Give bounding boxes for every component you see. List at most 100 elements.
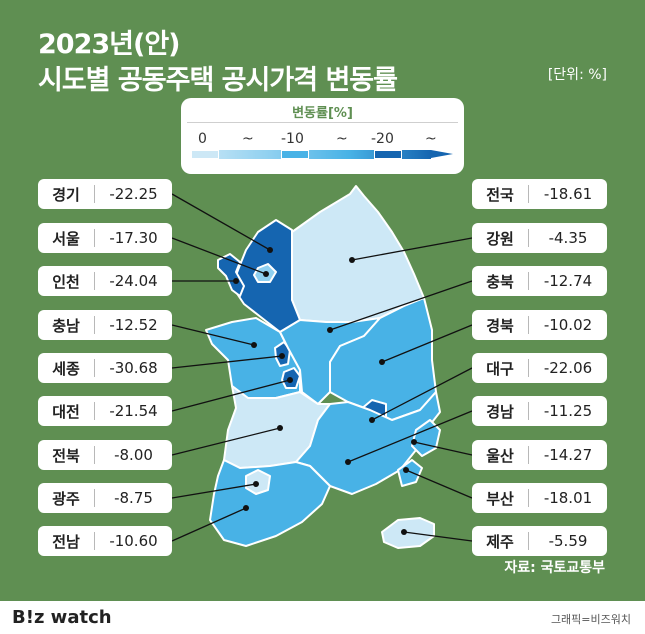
dot-jeonnam — [243, 505, 249, 511]
label-divider — [94, 489, 95, 507]
region-name: 경기 — [52, 185, 80, 204]
region-value: -24.04 — [109, 272, 158, 290]
region-name: 강원 — [486, 229, 514, 248]
region-value: -5.59 — [548, 532, 588, 550]
legend-tick-tilde-3: ~ — [425, 131, 437, 147]
dot-daegu — [369, 417, 375, 423]
legend-tick-tilde-1: ~ — [242, 131, 254, 147]
label-gyeonggi: 경기 -22.25 — [38, 179, 172, 209]
page-title: 시도별 공동주택 공시가격 변동률 — [38, 65, 398, 96]
dot-gyeonggi — [267, 247, 273, 253]
region-name: 충북 — [486, 272, 514, 291]
leader-gyeongbuk — [381, 324, 473, 363]
region-value: -14.27 — [543, 446, 593, 464]
label-daegu: 대구 -22.06 — [472, 353, 607, 383]
leader-gangwon — [351, 237, 473, 261]
dot-sejong — [279, 353, 285, 359]
label-gangwon: 강원 -4.35 — [472, 223, 607, 253]
label-divider — [528, 489, 529, 507]
dot-gyeongnam — [345, 459, 351, 465]
leader-jeju — [403, 531, 473, 542]
label-divider — [94, 402, 95, 420]
label-divider — [528, 359, 529, 377]
label-sejong: 세종 -30.68 — [38, 353, 172, 383]
footer-bar: B!z watch 그래픽=비즈워치 — [0, 601, 645, 634]
region-incheon — [217, 253, 245, 297]
dot-chungbuk — [327, 327, 333, 333]
region-name: 대구 — [486, 359, 514, 378]
legend-tick-0: 0 — [198, 131, 207, 147]
label-divider — [94, 316, 95, 334]
leader-sejong — [171, 355, 283, 369]
label-jeonbuk: 전북 -8.00 — [38, 440, 172, 470]
region-name: 광주 — [52, 489, 80, 508]
region-name: 전북 — [52, 446, 80, 465]
leader-gyeongnam — [347, 410, 473, 463]
graphic-credit: 그래픽=비즈워치 — [550, 613, 631, 626]
source-note: 자료: 국토교통부 — [504, 560, 605, 576]
label-gwangju: 광주 -8.75 — [38, 483, 172, 513]
region-name: 경남 — [486, 402, 514, 421]
label-divider — [94, 185, 95, 203]
dot-gyeongbuk — [379, 359, 385, 365]
leader-chungnam — [171, 324, 255, 346]
region-value: -8.75 — [114, 489, 153, 507]
label-divider — [528, 185, 529, 203]
label-daejeon: 대전 -21.54 — [38, 396, 172, 426]
label-divider — [94, 532, 95, 550]
legend-tick-tilde-2: ~ — [336, 131, 348, 147]
label-jeju: 제주 -5.59 — [472, 526, 607, 556]
dot-seoul — [263, 271, 269, 277]
region-value: -12.52 — [109, 316, 158, 334]
label-divider — [528, 316, 529, 334]
region-jeonnam — [209, 459, 331, 547]
dot-incheon — [233, 278, 239, 284]
region-value: -10.02 — [543, 316, 593, 334]
region-name: 서울 — [52, 229, 80, 248]
leader-jeonbuk — [171, 427, 281, 456]
leader-seoul — [171, 237, 267, 275]
leader-jeonnam — [171, 507, 247, 542]
label-gyeongnam: 경남 -11.25 — [472, 396, 607, 426]
region-value: -10.60 — [109, 532, 158, 550]
label-divider — [528, 229, 529, 247]
region-value: -12.74 — [543, 272, 593, 290]
region-gyeongnam — [295, 391, 441, 495]
region-value: -18.61 — [543, 185, 593, 203]
region-value: -22.06 — [543, 359, 593, 377]
dot-daejeon — [287, 377, 293, 383]
label-divider — [528, 402, 529, 420]
label-divider — [94, 359, 95, 377]
leader-busan — [405, 469, 473, 499]
legend-divider — [187, 122, 458, 123]
label-national: 전국 -18.61 — [472, 179, 607, 209]
label-busan: 부산 -18.01 — [472, 483, 607, 513]
dot-busan — [403, 467, 409, 473]
region-value: -22.25 — [109, 185, 158, 203]
label-incheon: 인천 -24.04 — [38, 266, 172, 296]
dot-jeonbuk — [277, 425, 283, 431]
title-year: 2023년(안) — [38, 29, 181, 60]
leader-daejeon — [171, 379, 291, 412]
legend-arrow — [431, 150, 453, 158]
legend-tick-20: -20 — [371, 131, 394, 147]
legend-title: 변동률[%] — [292, 106, 353, 121]
dot-jeju — [401, 529, 407, 535]
region-value: -11.25 — [543, 402, 593, 420]
region-value: -18.01 — [543, 489, 593, 507]
region-name: 세종 — [52, 359, 80, 378]
label-divider — [528, 446, 529, 464]
region-name: 전남 — [52, 532, 80, 551]
leader-chungbuk — [329, 280, 473, 331]
region-value: -8.00 — [114, 446, 153, 464]
label-divider — [94, 229, 95, 247]
label-divider — [528, 272, 529, 290]
label-divider — [528, 532, 529, 550]
region-name: 제주 — [486, 532, 514, 551]
label-chungnam: 충남 -12.52 — [38, 310, 172, 340]
label-divider — [94, 272, 95, 290]
region-name: 경북 — [486, 316, 514, 335]
legend-swatch-10 — [281, 150, 309, 159]
color-legend: 변동률[%] 0 ~ -10 ~ -20 ~ — [181, 98, 464, 174]
legend-tick-10: -10 — [281, 131, 304, 147]
